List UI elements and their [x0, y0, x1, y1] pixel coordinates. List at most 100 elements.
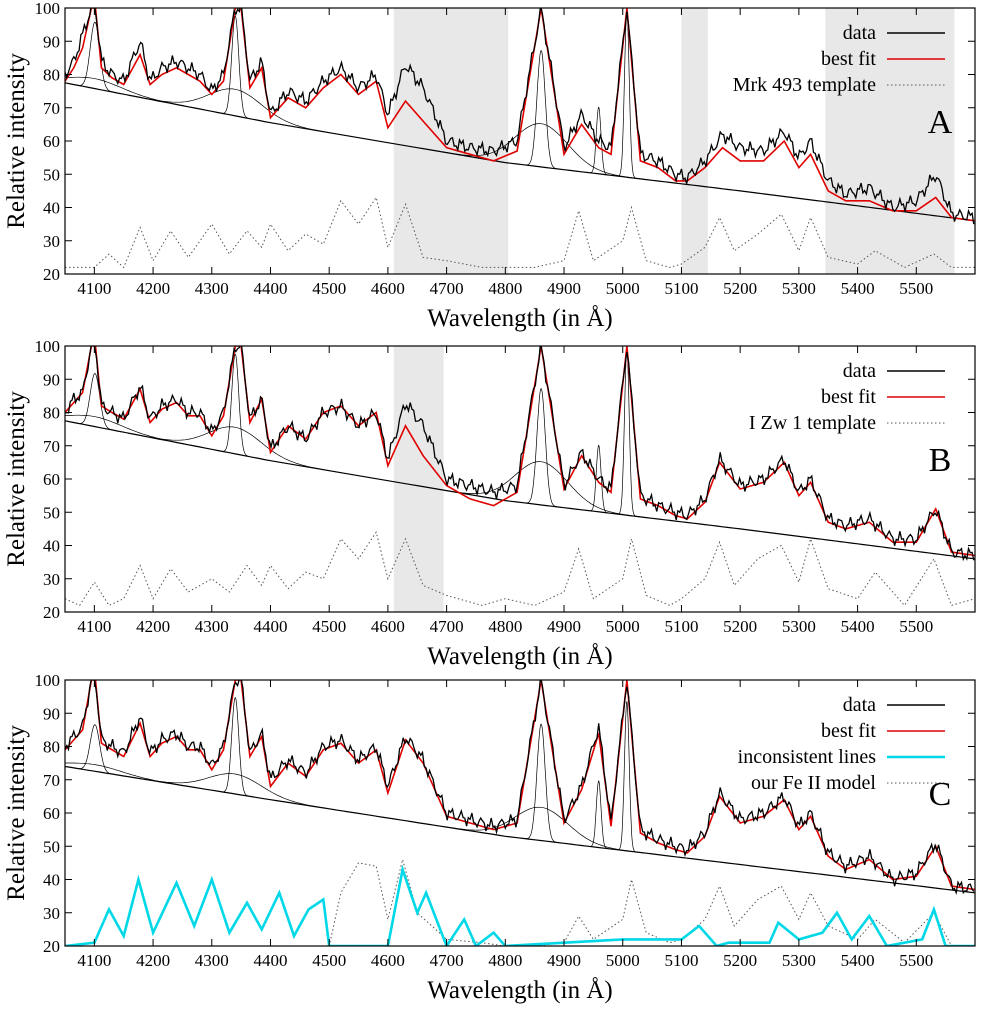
- data-line: [65, 8, 975, 225]
- legend-label: I Zw 1 template: [749, 412, 876, 434]
- y-axis-label: Relative intensity: [3, 53, 30, 229]
- x-tick-label: 4300: [195, 617, 229, 636]
- y-tick-label: 100: [35, 337, 61, 356]
- legend-label: data: [843, 694, 876, 716]
- component-line-1: [76, 372, 114, 431]
- panel-a: 4100 4200 4300 4400 4500 4600 4700 4800 4900 5000…: [3, 0, 976, 332]
- y-axis-label: Relative intensity: [3, 725, 30, 901]
- panel-label: C: [929, 776, 952, 813]
- y-tick-label: 50: [43, 165, 60, 184]
- x-tick-label: 5300: [782, 617, 816, 636]
- component-line-3: [221, 15, 250, 119]
- y-tick-label: 70: [43, 99, 60, 118]
- y-axis-label: Relative intensity: [3, 391, 30, 567]
- component-line-1: [76, 21, 114, 93]
- legend: data best fit inconsistent lines our Fe II …: [738, 694, 945, 794]
- plot-area: [65, 8, 975, 269]
- legend-label: our Fe II model: [751, 772, 876, 794]
- component-line-4: [435, 806, 647, 854]
- y-tick-label: 40: [43, 199, 60, 218]
- component-line-4: [435, 461, 647, 518]
- y-tick-label: 50: [43, 503, 60, 522]
- shaded-region-2: [825, 8, 955, 274]
- x-tick-label: 4900: [547, 951, 581, 970]
- x-axis-label: Wavelength (in Å): [427, 977, 612, 1004]
- continuum-line: [65, 82, 975, 222]
- x-tick-label: 4700: [430, 951, 464, 970]
- component-line-7: [617, 701, 637, 853]
- continuum-line: [65, 765, 975, 894]
- x-tick-label: 4200: [136, 279, 170, 298]
- component-line-0: [65, 762, 201, 789]
- x-tick-label: 5000: [606, 617, 640, 636]
- y-tick-label: 40: [43, 871, 60, 890]
- x-tick-label: 4700: [430, 617, 464, 636]
- x-tick-label: 5100: [664, 279, 698, 298]
- x-tick-label: 4100: [77, 951, 111, 970]
- x-tick-label: 4100: [77, 617, 111, 636]
- x-tick-label: 4600: [371, 279, 405, 298]
- x-tick-label: 5400: [841, 951, 875, 970]
- legend-label: Mrk 493 template: [733, 74, 876, 96]
- component-line-4: [435, 123, 647, 180]
- x-tick-label: 5100: [664, 951, 698, 970]
- y-tick-label: 100: [35, 671, 61, 690]
- x-tick-label: 5100: [664, 617, 698, 636]
- x-tick-label: 4400: [253, 617, 287, 636]
- x-tick-label: 5200: [723, 617, 757, 636]
- x-tick-label: 5300: [782, 279, 816, 298]
- y-tick-label: 60: [43, 132, 60, 151]
- x-tick-label: 4800: [488, 617, 522, 636]
- y-tick-label: 90: [43, 370, 60, 389]
- x-tick-label: 4900: [547, 279, 581, 298]
- template-line: [65, 857, 975, 946]
- x-tick-label: 4500: [312, 951, 346, 970]
- y-tick-label: 70: [43, 771, 60, 790]
- component-line-0: [65, 76, 201, 110]
- x-tick-label: 4800: [488, 279, 522, 298]
- legend-label: best fit: [821, 720, 876, 742]
- y-tick-label: 40: [43, 537, 60, 556]
- x-tick-label: 4600: [371, 951, 405, 970]
- x-tick-label: 5400: [841, 617, 875, 636]
- x-tick-label: 5500: [899, 279, 933, 298]
- legend: data best fit I Zw 1 template: [749, 360, 945, 434]
- plot-area: [65, 346, 975, 607]
- x-tick-label: 4600: [371, 617, 405, 636]
- y-tick-label: 90: [43, 32, 60, 51]
- data-line: [65, 680, 975, 896]
- y-tick-label: 100: [35, 0, 61, 18]
- x-tick-label: 5400: [841, 279, 875, 298]
- x-tick-label: 4800: [488, 951, 522, 970]
- component-line-3: [221, 697, 250, 797]
- x-tick-label: 4300: [195, 951, 229, 970]
- component-line-1: [76, 724, 114, 775]
- y-tick-label: 20: [43, 603, 60, 622]
- shaded-region-0: [393, 346, 444, 612]
- y-tick-label: 60: [43, 804, 60, 823]
- y-tick-label: 30: [43, 570, 60, 589]
- y-tick-label: 30: [43, 904, 60, 923]
- x-tick-label: 5000: [606, 951, 640, 970]
- component-line-6: [589, 444, 609, 514]
- x-tick-label: 4300: [195, 279, 229, 298]
- template-line: [65, 530, 975, 607]
- component-line-0: [65, 414, 201, 448]
- y-tick-label: 80: [43, 404, 60, 423]
- component-line-7: [617, 348, 637, 517]
- legend-label: best fit: [821, 48, 876, 70]
- x-tick-label: 4400: [253, 279, 287, 298]
- x-tick-label: 5500: [899, 617, 933, 636]
- component-line-5: [524, 387, 558, 508]
- x-tick-label: 4100: [77, 279, 111, 298]
- x-tick-label: 5300: [782, 951, 816, 970]
- y-tick-label: 90: [43, 704, 60, 723]
- x-tick-label: 4200: [136, 617, 170, 636]
- x-tick-label: 4700: [430, 279, 464, 298]
- component-line-6: [589, 780, 609, 849]
- component-line-5: [524, 723, 558, 843]
- x-axis-label: Wavelength (in Å): [427, 643, 612, 670]
- x-tick-label: 5200: [723, 951, 757, 970]
- x-tick-label: 4900: [547, 617, 581, 636]
